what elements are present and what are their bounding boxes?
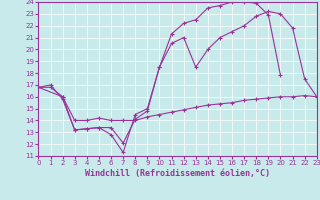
X-axis label: Windchill (Refroidissement éolien,°C): Windchill (Refroidissement éolien,°C)	[85, 169, 270, 178]
